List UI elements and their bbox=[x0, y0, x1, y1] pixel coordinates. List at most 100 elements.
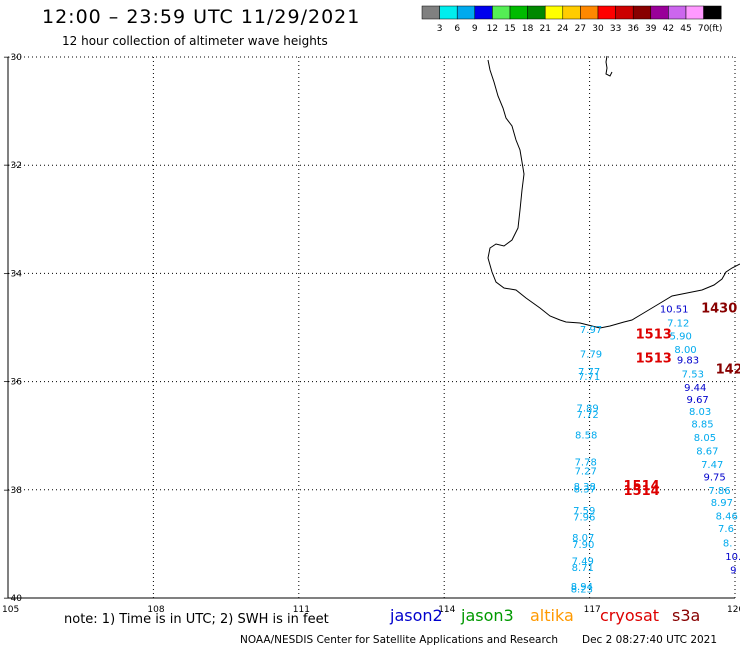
wave-height-value: 7.59 bbox=[573, 506, 595, 517]
longitude-label: 117 bbox=[584, 605, 601, 615]
observation-labels: 7.97 7.79 7.777.71 7.897.72 8.58 7.787.27 8.38… bbox=[571, 304, 740, 595]
wave-height-value: 7.12 bbox=[667, 318, 689, 329]
wave-height-value: 7.47 bbox=[701, 460, 723, 471]
latitude-label: −32 bbox=[3, 161, 22, 171]
color-scale-bar bbox=[421, 5, 722, 20]
wave-height-value: 8.37 bbox=[574, 485, 596, 496]
wave-height-value: 7.89 bbox=[577, 403, 599, 414]
color-scale-tick: 18 bbox=[522, 24, 534, 34]
color-scale-tick: 21 bbox=[539, 24, 550, 34]
longitude-labels: 105 108 111 114 117 120 bbox=[2, 605, 740, 615]
wave-height-value: 5.90 bbox=[670, 331, 692, 342]
wave-height-value: 9.67 bbox=[687, 395, 709, 406]
color-scale-ticks: 3 6 9 12 15 18 21 24 27 30 33 36 39 42 45 70 (ft) bbox=[437, 24, 723, 34]
coastline bbox=[487, 59, 740, 329]
latitude-label: −30 bbox=[3, 53, 22, 63]
color-scale-tick: 39 bbox=[645, 24, 657, 34]
color-scale-swatch bbox=[527, 5, 546, 20]
wave-height-value: 8.07 bbox=[572, 533, 594, 544]
legend-altika: altika bbox=[530, 606, 574, 625]
wave-height-value: 7.27 bbox=[575, 467, 597, 478]
longitude-label: 111 bbox=[293, 605, 310, 615]
wave-height-value: 7.97 bbox=[580, 325, 602, 336]
color-scale-tick: 45 bbox=[680, 24, 691, 34]
map-subtitle: 12 hour collection of altimeter wave hei… bbox=[62, 34, 328, 48]
color-scale-tick: 33 bbox=[610, 24, 621, 34]
wave-height-value: 7.53 bbox=[682, 369, 704, 380]
longitude-label: 114 bbox=[438, 605, 455, 615]
color-scale-tick: 15 bbox=[504, 24, 515, 34]
wave-height-value: 8.23 bbox=[571, 585, 593, 596]
plot-frame bbox=[7, 57, 735, 599]
pass-time-label: 1513 bbox=[636, 352, 672, 367]
wave-height-value: 8.71 bbox=[572, 563, 594, 574]
color-scale-tick: 6 bbox=[454, 24, 460, 34]
legend-cryosat: cryosat bbox=[600, 606, 660, 625]
wave-height-value: 7.90 bbox=[572, 540, 594, 551]
wave-height-value: 8.38 bbox=[574, 482, 596, 493]
wave-height-value: 7.72 bbox=[577, 410, 599, 421]
color-scale-swatch bbox=[703, 5, 722, 20]
wave-height-value: 7.79 bbox=[580, 349, 602, 360]
wave-height-value: 9.44 bbox=[684, 383, 706, 394]
wave-height-value: 8.58 bbox=[575, 430, 597, 441]
wave-height-value: 8.97 bbox=[711, 498, 733, 509]
color-scale-tick: 3 bbox=[437, 24, 443, 34]
longitude-label: 105 bbox=[2, 605, 19, 615]
color-scale-swatch bbox=[668, 5, 687, 20]
color-scale-tick: 70 bbox=[698, 24, 710, 34]
color-scale-swatch bbox=[615, 5, 634, 20]
wave-height-value: 7.78 bbox=[575, 457, 597, 468]
legend-s3a: s3a bbox=[672, 606, 701, 625]
wave-height-value: 7.77 bbox=[578, 367, 600, 378]
wave-height-value: 7.86 bbox=[708, 486, 730, 497]
wave-height-value: 8.00 bbox=[674, 345, 696, 356]
color-scale-unit: (ft) bbox=[709, 24, 723, 34]
longitude-label: 120 bbox=[727, 605, 740, 615]
latitude-label: −34 bbox=[3, 269, 22, 279]
color-scale-swatch bbox=[650, 5, 669, 20]
color-scale-swatch bbox=[632, 5, 652, 20]
color-scale-tick: 27 bbox=[575, 24, 586, 34]
wave-height-value: 8.67 bbox=[696, 447, 718, 458]
wave-height-value: 9.83 bbox=[677, 356, 699, 367]
credit-date: Dec 2 08:27:40 UTC 2021 bbox=[582, 634, 718, 646]
color-scale-tick: 12 bbox=[487, 24, 498, 34]
color-scale-swatch bbox=[474, 5, 493, 20]
latitude-label: −38 bbox=[3, 486, 22, 496]
color-scale-tick: 36 bbox=[627, 24, 639, 34]
latitude-label: −36 bbox=[3, 378, 22, 388]
latitude-label: −40 bbox=[3, 594, 22, 604]
wave-height-value: 8.05 bbox=[694, 433, 716, 444]
legend-jason2: jason2 bbox=[390, 606, 443, 625]
map-title: 12:00 – 23:59 UTC 11/29/2021 bbox=[42, 6, 361, 28]
color-scale-tick: 9 bbox=[472, 24, 478, 34]
color-scale-swatch bbox=[509, 5, 528, 20]
color-scale-tick: 30 bbox=[592, 24, 604, 34]
color-scale-tick: 24 bbox=[557, 24, 569, 34]
pass-time-label: 1513 bbox=[636, 327, 672, 342]
color-scale-swatch bbox=[685, 5, 704, 20]
color-scale-swatch bbox=[456, 5, 476, 20]
color-scale-swatch bbox=[562, 5, 581, 20]
units-note: note: 1) Time is in UTC; 2) SWH is in fe… bbox=[64, 612, 329, 627]
wave-height-value: 10.51 bbox=[660, 304, 689, 315]
pass-time-label: 1430 bbox=[701, 301, 737, 316]
wave-height-value: 7.6 bbox=[718, 524, 734, 535]
wave-height-value: 8.85 bbox=[691, 420, 713, 431]
wave-height-value: 7.71 bbox=[578, 372, 600, 383]
graticule bbox=[8, 56, 736, 598]
coastline-island bbox=[605, 55, 613, 77]
color-scale-swatch bbox=[421, 5, 440, 20]
color-scale-swatch bbox=[597, 5, 616, 20]
pass-time-label: 1514 bbox=[624, 479, 660, 494]
color-scale-swatch bbox=[439, 5, 458, 20]
wave-height-value: 8.46 bbox=[716, 512, 738, 523]
color-scale-tick: 42 bbox=[663, 24, 674, 34]
wave-height-value: 10. bbox=[725, 552, 740, 563]
latitude-labels: −30 −32 −34 −36 −38 −40 bbox=[3, 53, 22, 604]
longitude-label: 108 bbox=[147, 605, 164, 615]
color-scale-swatch bbox=[492, 5, 511, 20]
